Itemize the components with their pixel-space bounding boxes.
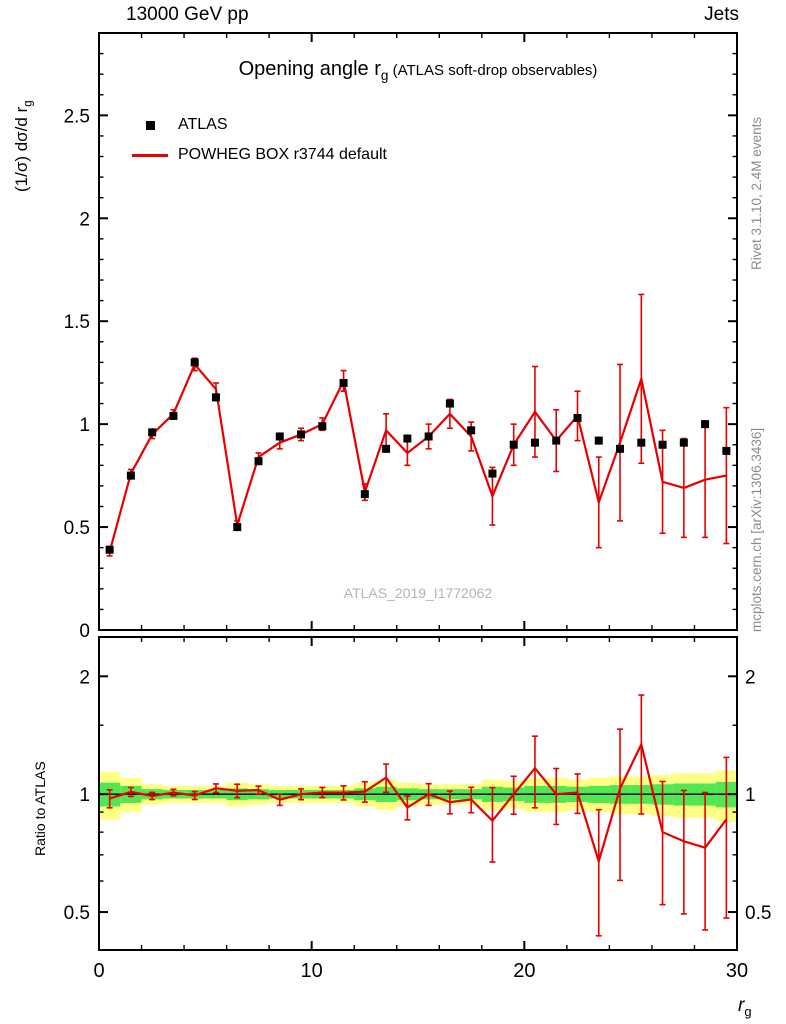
axis-ticks bbox=[98, 33, 738, 950]
legend-swatch bbox=[128, 153, 172, 157]
svg-text:30: 30 bbox=[726, 960, 748, 982]
svg-text:2: 2 bbox=[745, 667, 756, 688]
axis-tick-labels: 00.511.522.50.5 0.51 12 20 10 20 30 bbox=[64, 106, 772, 982]
ratio-model-series bbox=[106, 694, 730, 937]
process-label: Jets bbox=[704, 4, 739, 25]
legend-label-powheg: POWHEG BOX r3744 default bbox=[178, 146, 387, 163]
rivet-version-note: Rivet 3.1.10, 2.4M events bbox=[749, 116, 764, 270]
main-y-axis-label: (1/σ) dσ/d rg bbox=[12, 100, 34, 192]
svg-text:2.5: 2.5 bbox=[64, 106, 90, 127]
svg-text:0.5: 0.5 bbox=[64, 903, 90, 924]
main-data-series bbox=[105, 358, 731, 554]
plot-title-paren: (ATLAS soft-drop observables) bbox=[388, 62, 598, 79]
legend-item-atlas: ATLAS bbox=[128, 110, 387, 140]
svg-text:1: 1 bbox=[745, 785, 756, 806]
main-model-series bbox=[106, 293, 730, 557]
svg-text:1.5: 1.5 bbox=[64, 312, 90, 333]
svg-text:2: 2 bbox=[79, 667, 90, 688]
x-axis-label-subscript: g bbox=[744, 1003, 752, 1019]
x-axis-label: rg bbox=[738, 995, 752, 1019]
svg-text:10: 10 bbox=[301, 960, 323, 982]
legend: ATLAS POWHEG BOX r3744 default bbox=[128, 110, 387, 170]
legend-label-atlas: ATLAS bbox=[178, 116, 228, 133]
mcplots-reference-note: mcplots.cern.ch [arXiv:1306.3436] bbox=[749, 427, 764, 632]
svg-text:0.5: 0.5 bbox=[745, 903, 771, 924]
legend-item-powheg: POWHEG BOX r3744 default bbox=[128, 140, 387, 170]
plot-title-subscript: g bbox=[380, 68, 389, 83]
svg-text:0.5: 0.5 bbox=[64, 518, 90, 539]
svg-text:0: 0 bbox=[79, 621, 90, 642]
black-square-marker-icon bbox=[145, 120, 155, 130]
svg-text:1: 1 bbox=[79, 785, 90, 806]
legend-swatch bbox=[128, 120, 172, 130]
analysis-id-watermark: ATLAS_2019_I1772062 bbox=[343, 585, 493, 601]
main-y-axis-label-text: (1/σ) dσ/d r bbox=[12, 106, 31, 192]
plot-title: Opening angle rg (ATLAS soft-drop observ… bbox=[99, 58, 737, 83]
beam-energy-label: 13000 GeV pp bbox=[126, 4, 249, 25]
x-axis-label-text: r bbox=[738, 995, 745, 1016]
ratio-y-axis-label: Ratio to ATLAS bbox=[32, 761, 48, 856]
svg-text:1: 1 bbox=[79, 415, 90, 436]
plot-title-main: Opening angle r bbox=[238, 58, 381, 80]
main-y-axis-label-subscript: g bbox=[22, 100, 35, 107]
svg-text:0: 0 bbox=[93, 960, 104, 982]
svg-text:2: 2 bbox=[79, 209, 90, 230]
svg-text:20: 20 bbox=[513, 960, 535, 982]
red-line-marker-icon bbox=[132, 153, 168, 157]
